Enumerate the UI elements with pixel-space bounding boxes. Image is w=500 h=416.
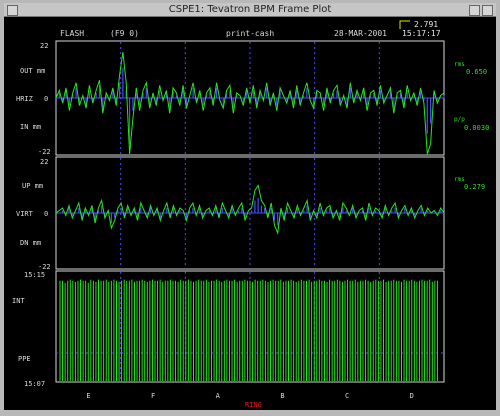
header-left-paren: (F9 0) [110, 29, 139, 38]
maximize-button[interactable] [482, 5, 493, 16]
vertical-axis-label: VIRT [16, 210, 34, 218]
horizontal-bottom-value: -22 [38, 148, 51, 156]
window-menu-button[interactable] [7, 5, 18, 16]
horizontal-rms-label: rms [454, 61, 465, 68]
vertical-bars [61, 198, 442, 226]
vertical-trace [55, 184, 445, 235]
header-top-right-value: 2.791 [414, 20, 438, 29]
ring-sector-label: C [345, 392, 349, 400]
ring-label: RING [245, 401, 262, 409]
horizontal-in-label: IN mm [20, 123, 41, 131]
intensity-top-left-label: INT [12, 297, 25, 305]
intensity-ppe-label: PPE [18, 355, 31, 363]
intensity-bottom-value: 15:07 [24, 380, 45, 388]
position-trace-line [55, 52, 445, 155]
title-bar[interactable]: CSPE1: Tevatron BPM Frame Plot [4, 3, 496, 17]
header-left-label: FLASH [60, 29, 84, 38]
bpm-frame-plot: FLASH (F9 0) print-cash 28-MAR-2001 15:1… [12, 20, 489, 409]
vertical-zero: 0 [44, 210, 48, 218]
vertical-rms-label: rms [454, 176, 465, 183]
vertical-bottom-value: -22 [38, 263, 51, 271]
vertical-rms-value: 0.279 [464, 183, 485, 191]
vertical-up-label: UP mm [22, 182, 43, 190]
horizontal-rms-value: 0.650 [466, 68, 487, 76]
window-title: CSPE1: Tevatron BPM Frame Plot [168, 4, 332, 15]
header-marker-icon [399, 20, 410, 29]
horizontal-top-value: 22 [40, 42, 48, 50]
horizontal-axis-label: HRIZ [16, 95, 33, 103]
header-time: 15:17:17 [402, 29, 441, 38]
horizontal-trace [55, 52, 445, 155]
horizontal-zero: 0 [44, 95, 48, 103]
horizontal-out-label: OUT mm [20, 67, 45, 75]
ring-sector-label: F [151, 392, 155, 400]
header-date: 28-MAR-2001 [334, 29, 387, 38]
intensity-top-value: 15:15 [24, 271, 45, 279]
header-center-label: print-cash [226, 29, 274, 38]
ring-sector-label: E [86, 392, 90, 400]
vertical-dn-label: DN mm [20, 239, 41, 247]
ring-sector-label: A [216, 392, 221, 400]
intensity-panel-frame [55, 270, 445, 383]
plot-canvas: FLASH (F9 0) print-cash 28-MAR-2001 15:1… [4, 17, 496, 410]
horizontal-bars [58, 67, 445, 144]
horizontal-pp-label: p/p [454, 116, 465, 123]
intensity-bars [59, 279, 438, 381]
position-trace-line [55, 184, 445, 235]
vertical-top-value: 22 [40, 158, 48, 166]
ring-sector-label: D [410, 392, 414, 400]
minimize-button[interactable] [469, 5, 480, 16]
ring-sector-label: B [280, 392, 284, 400]
horizontal-pp-value: 0.0030 [464, 124, 489, 132]
